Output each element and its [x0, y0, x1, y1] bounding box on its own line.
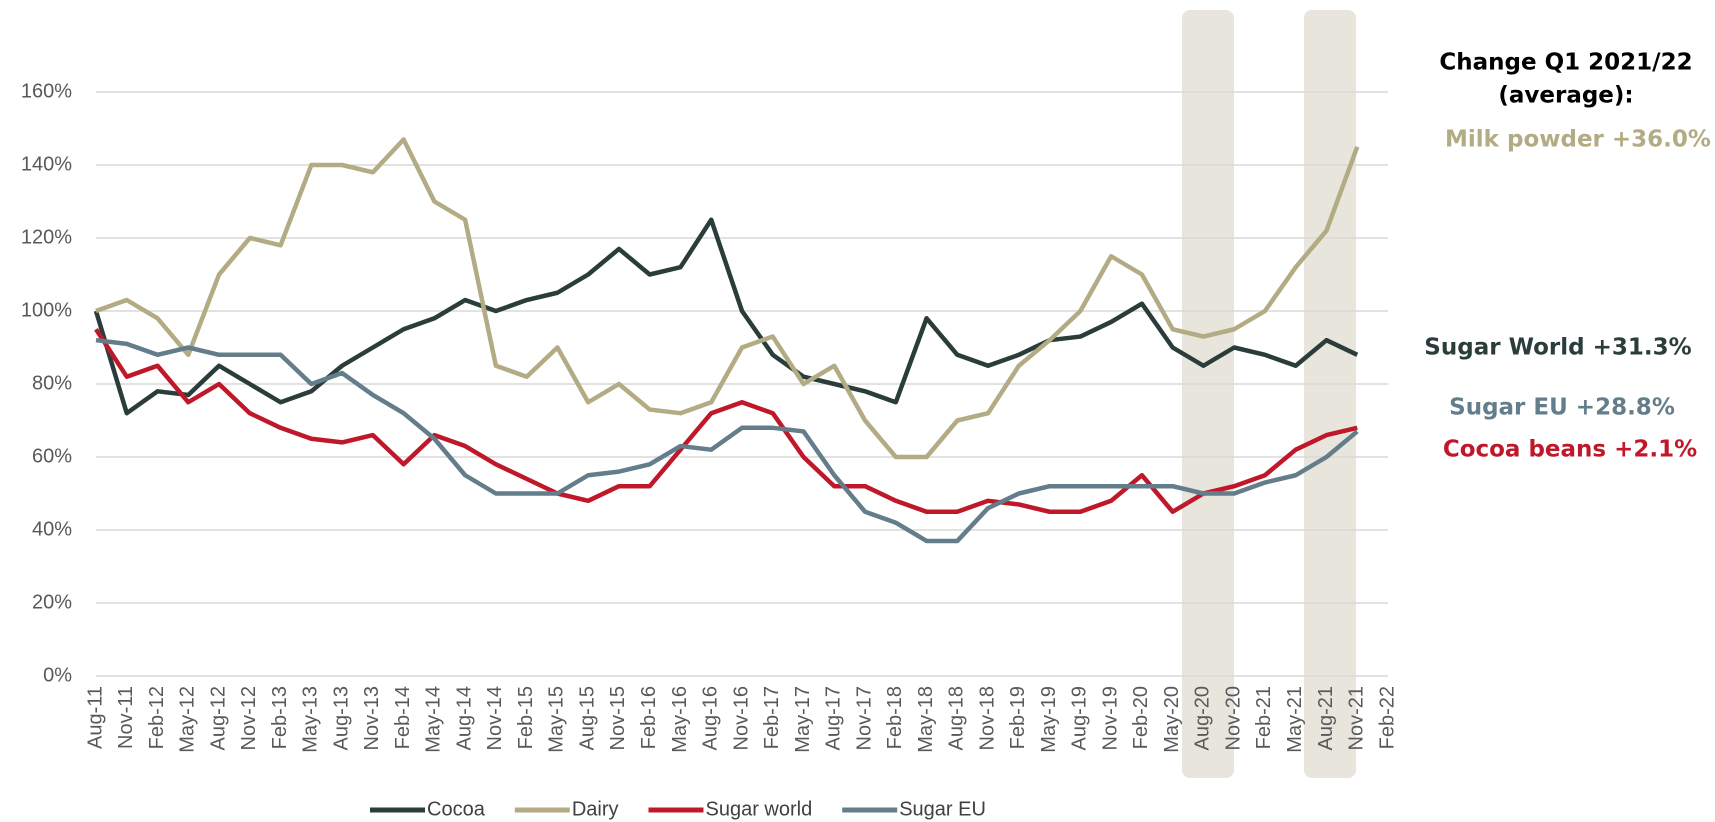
- annotation: Milk powder +36.0%: [1445, 127, 1711, 153]
- x-tick-label: Nov-13: [361, 686, 383, 750]
- x-tick-label: Nov-15: [607, 686, 629, 750]
- x-tick-label: May-19: [1038, 686, 1060, 753]
- x-tick-label: Nov-20: [1222, 686, 1244, 750]
- x-tick-label: Feb-13: [269, 686, 291, 749]
- x-tick-label: Aug-20: [1192, 686, 1214, 751]
- x-tick-label: Nov-17: [853, 686, 875, 750]
- x-tick-label: Feb-20: [1130, 686, 1152, 749]
- x-tick-label: Aug-13: [330, 686, 352, 751]
- series-line: [95, 137, 1360, 460]
- annotation: (average):: [1498, 83, 1633, 109]
- annotation: Sugar World +31.3%: [1424, 335, 1691, 361]
- x-tick-label: Feb-19: [1007, 686, 1029, 749]
- x-tick-label: Aug-19: [1069, 686, 1091, 751]
- x-tick-label: Feb-12: [146, 686, 168, 749]
- x-tick-label: Aug-18: [946, 686, 968, 751]
- x-tick-label: Nov-18: [976, 686, 998, 750]
- x-tick-label: May-20: [1161, 686, 1183, 753]
- x-tick-label: Nov-14: [484, 686, 506, 750]
- annotation: Cocoa beans +2.1%: [1443, 437, 1697, 463]
- y-tick-label: 20%: [32, 591, 72, 613]
- x-tick-label: May-16: [669, 686, 691, 753]
- y-tick-label: 80%: [32, 372, 72, 394]
- x-tick-label: Feb-18: [884, 686, 906, 749]
- legend-label: Sugar EU: [899, 798, 986, 820]
- annotation: Change Q1 2021/22: [1439, 50, 1692, 76]
- x-tick-label: Feb-15: [515, 686, 537, 749]
- x-tick-label: Feb-21: [1253, 686, 1275, 749]
- y-tick-label: 120%: [21, 226, 72, 248]
- y-tick-label: 100%: [21, 299, 72, 321]
- x-tick-label: May-13: [300, 686, 322, 753]
- y-tick-label: 160%: [21, 80, 72, 102]
- x-tick-label: Nov-21: [1346, 686, 1368, 750]
- x-tick-label: May-21: [1284, 686, 1306, 753]
- x-tick-label: Nov-11: [115, 686, 137, 749]
- x-tick-label: May-18: [915, 686, 937, 753]
- x-tick-label: Aug-15: [576, 686, 598, 751]
- x-tick-label: May-12: [177, 686, 199, 753]
- x-tick-label: Aug-21: [1315, 686, 1337, 751]
- legend-label: Cocoa: [427, 798, 486, 820]
- series-line: [94, 328, 1358, 514]
- legend-label: Sugar world: [705, 798, 812, 820]
- x-tick-label: Feb-16: [638, 686, 660, 749]
- x-tick-label: May-15: [546, 686, 568, 753]
- x-tick-label: Feb-14: [392, 686, 414, 749]
- x-tick-label: Aug-14: [453, 686, 475, 751]
- legend-label: Dairy: [572, 798, 619, 820]
- x-tick-label: Nov-12: [238, 686, 260, 750]
- x-tick-label: Nov-16: [730, 686, 752, 750]
- x-tick-label: Aug-17: [823, 686, 845, 751]
- x-tick-label: Aug-16: [700, 686, 722, 751]
- x-tick-label: May-14: [423, 686, 445, 753]
- y-tick-label: 40%: [32, 518, 72, 540]
- highlight-band: [1182, 10, 1234, 778]
- series-line: [93, 217, 1359, 416]
- x-tick-label: Aug-12: [207, 686, 229, 751]
- x-tick-label: May-17: [792, 686, 814, 753]
- series-line: [95, 337, 1359, 544]
- x-tick-label: Feb-17: [761, 686, 783, 749]
- y-tick-label: 0%: [43, 664, 72, 686]
- highlight-band: [1304, 10, 1356, 778]
- x-tick-label: Nov-19: [1099, 686, 1121, 750]
- x-tick-label: Feb-22: [1376, 686, 1398, 749]
- x-tick-label: Aug-11: [84, 686, 106, 749]
- y-tick-label: 60%: [32, 445, 72, 467]
- y-tick-label: 140%: [21, 153, 72, 175]
- annotation: Sugar EU +28.8%: [1449, 395, 1675, 421]
